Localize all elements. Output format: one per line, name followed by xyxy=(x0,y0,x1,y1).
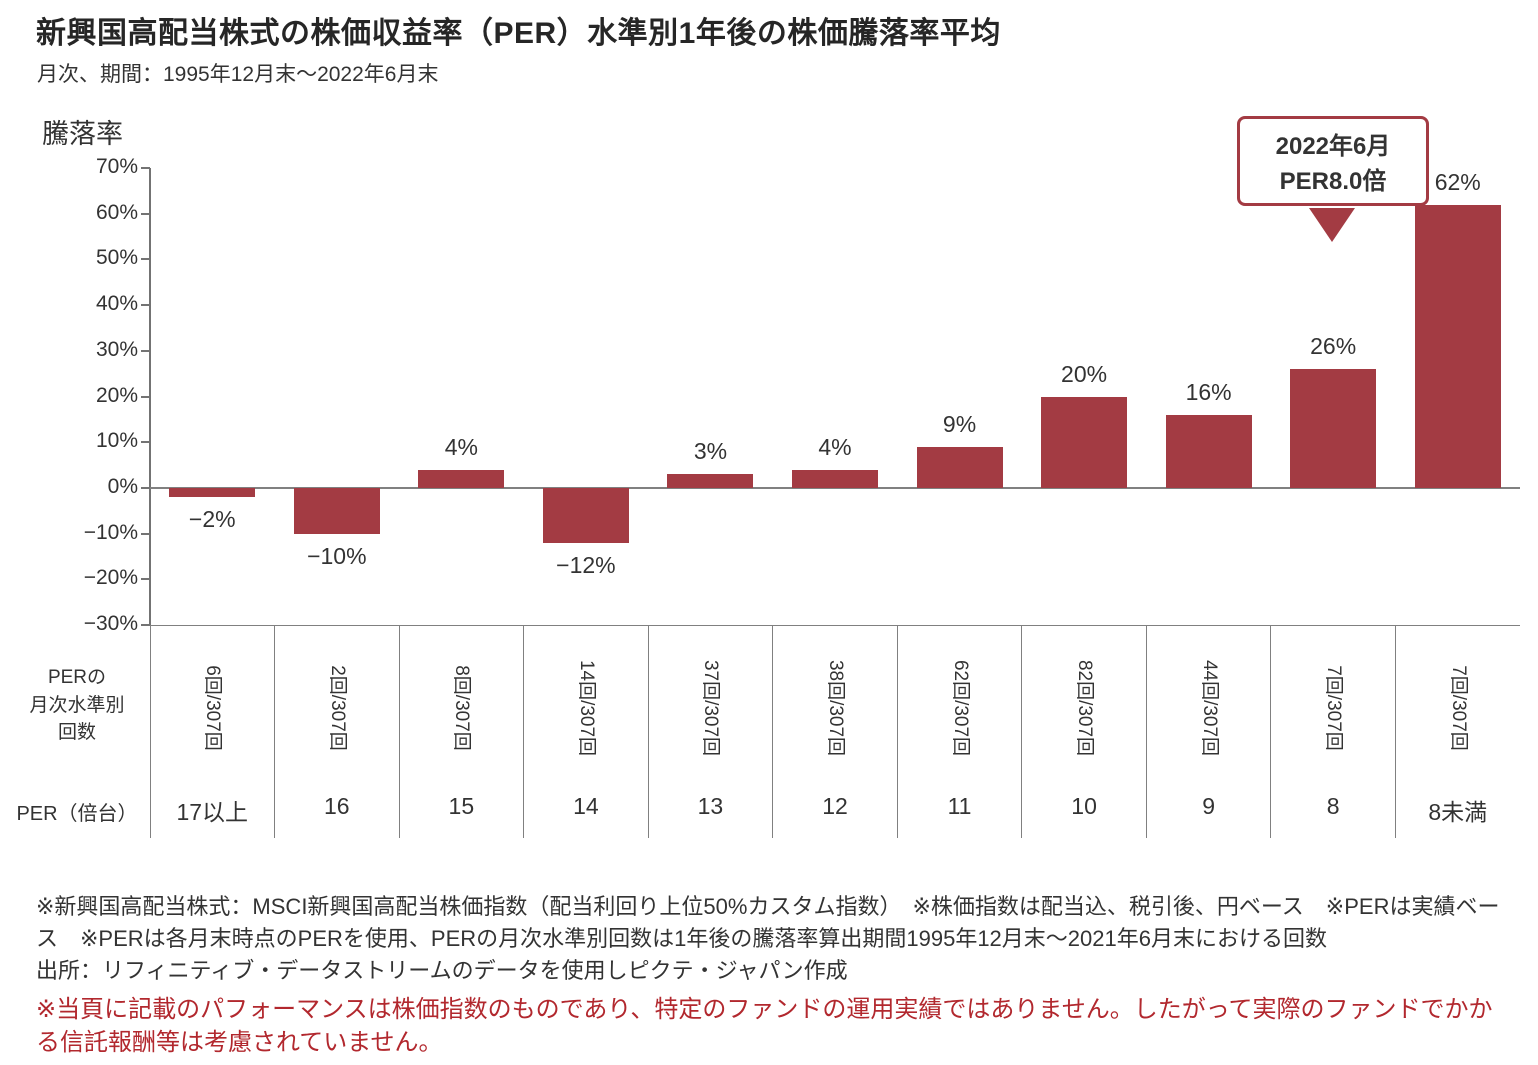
x-axis-zero-line xyxy=(150,486,1520,489)
bar xyxy=(293,487,380,534)
column-separator xyxy=(1021,625,1023,838)
column-separator xyxy=(1145,625,1147,838)
count-label: 8回/307回 xyxy=(451,665,473,751)
plot-bottom-line xyxy=(150,625,1520,626)
column-separator xyxy=(398,625,400,838)
annotation-arrow-icon xyxy=(1309,208,1355,242)
per-label: 9 xyxy=(1202,793,1216,819)
count-label: 7回/307回 xyxy=(1323,665,1345,751)
footnote-methodology: ※新興国高配当株式：MSCI新興国高配当株価指数（配当利回り上位50%カスタム指… xyxy=(36,894,1500,951)
bar xyxy=(916,446,1003,488)
column-separator xyxy=(1270,625,1272,838)
count-label: 7回/307回 xyxy=(1447,665,1469,751)
y-tick-label: 20% xyxy=(95,383,138,407)
bar-value-label: 9% xyxy=(942,410,977,437)
bar-value-label: 16% xyxy=(1185,378,1232,405)
count-label: 44回/307回 xyxy=(1198,659,1220,757)
per-label: 8 xyxy=(1326,793,1340,819)
bar-value-label: −2% xyxy=(188,506,236,533)
y-tick-mark xyxy=(141,486,150,489)
y-tick-mark xyxy=(141,395,150,398)
per-label: 8未満 xyxy=(1428,799,1488,825)
y-tick-mark xyxy=(141,532,150,535)
y-tick-label: 70% xyxy=(95,155,138,178)
per-label: 16 xyxy=(324,793,350,819)
y-axis-title: 騰落率 xyxy=(42,119,123,149)
y-tick-label: 60% xyxy=(95,200,138,224)
y-tick-label: 10% xyxy=(95,429,138,453)
y-tick-label: −10% xyxy=(83,520,138,544)
y-tick-mark xyxy=(141,167,150,169)
bar xyxy=(418,469,505,488)
per-label: 12 xyxy=(822,793,848,819)
per-label: 15 xyxy=(448,793,475,819)
y-tick-mark xyxy=(141,304,150,307)
bar-value-label: 4% xyxy=(444,433,478,460)
bar-value-label: 4% xyxy=(818,433,852,460)
annotation-line2: PER8.0倍 xyxy=(1279,168,1387,195)
bar xyxy=(667,474,754,488)
count-label: 62回/307回 xyxy=(949,659,971,757)
per-row-header: PER（倍台） xyxy=(16,803,138,825)
annotation-callout: 2022年6月 PER8.0倍 xyxy=(1237,116,1429,206)
per-label: 14 xyxy=(573,793,599,819)
y-tick-label: 30% xyxy=(95,337,138,361)
bar xyxy=(1165,414,1252,488)
y-tick-label: −30% xyxy=(83,612,138,635)
per-label: 11 xyxy=(947,793,972,819)
bar-value-label: 62% xyxy=(1434,168,1481,195)
column-separator xyxy=(523,625,525,838)
y-tick-mark xyxy=(141,349,150,352)
bar-value-label: 3% xyxy=(693,438,728,465)
y-tick-label: 50% xyxy=(95,246,138,270)
chart-title: 新興国高配当株式の株価収益率（PER）水準別1年後の株価騰落率平均 xyxy=(36,17,1001,50)
bar xyxy=(169,487,256,498)
footnote-disclaimer: ※当頁に記載のパフォーマンスは株価指数のものであり、特定のファンドの運用実績では… xyxy=(36,995,1493,1057)
bar xyxy=(1041,396,1128,488)
y-tick-mark xyxy=(141,624,150,626)
bar xyxy=(1290,369,1377,488)
count-label: 6回/307回 xyxy=(202,665,224,751)
column-separator xyxy=(1394,625,1396,838)
column-separator xyxy=(647,625,649,838)
per-label: 17以上 xyxy=(176,799,249,825)
bar xyxy=(792,469,878,488)
y-tick-label: 0% xyxy=(107,474,138,498)
count-label: 82回/307回 xyxy=(1074,659,1096,757)
bar-value-label: 20% xyxy=(1061,360,1108,387)
footnote-source: 出所：リフィニティブ・データストリームのデータを使用しピクテ・ジャパン作成 xyxy=(36,957,848,983)
column-separator xyxy=(274,625,276,838)
column-separator xyxy=(149,625,151,838)
y-tick-mark xyxy=(141,578,150,581)
footnotes: ※新興国高配当株式：MSCI新興国高配当株価指数（配当利回り上位50%カスタム指… xyxy=(36,891,1516,1060)
count-label: 38回/307回 xyxy=(825,659,846,757)
column-separator xyxy=(896,625,898,838)
count-label: 14回/307回 xyxy=(575,659,597,757)
column-separator xyxy=(772,625,774,838)
y-tick-label: −20% xyxy=(83,566,138,590)
bar xyxy=(542,487,629,543)
y-tick-mark xyxy=(141,258,150,261)
bar xyxy=(1414,204,1501,488)
counts-row-header: PERの 月次水準別 回数 xyxy=(29,667,125,744)
count-label: 37回/307回 xyxy=(700,659,722,757)
bar-value-label: −10% xyxy=(307,542,367,569)
chart-subtitle: 月次、期間：1995年12月末～2022年6月末 xyxy=(37,63,439,86)
y-axis-line xyxy=(149,168,151,625)
per-label: 13 xyxy=(697,793,724,819)
y-tick-label: 40% xyxy=(95,292,138,316)
per-label: 10 xyxy=(1071,793,1097,819)
y-tick-mark xyxy=(141,441,150,444)
y-tick-mark xyxy=(141,212,150,215)
bar-value-label: 26% xyxy=(1310,333,1357,360)
annotation-line1: 2022年6月 xyxy=(1275,133,1391,160)
count-label: 2回/307回 xyxy=(326,665,348,751)
bar-value-label: −12% xyxy=(556,551,616,578)
